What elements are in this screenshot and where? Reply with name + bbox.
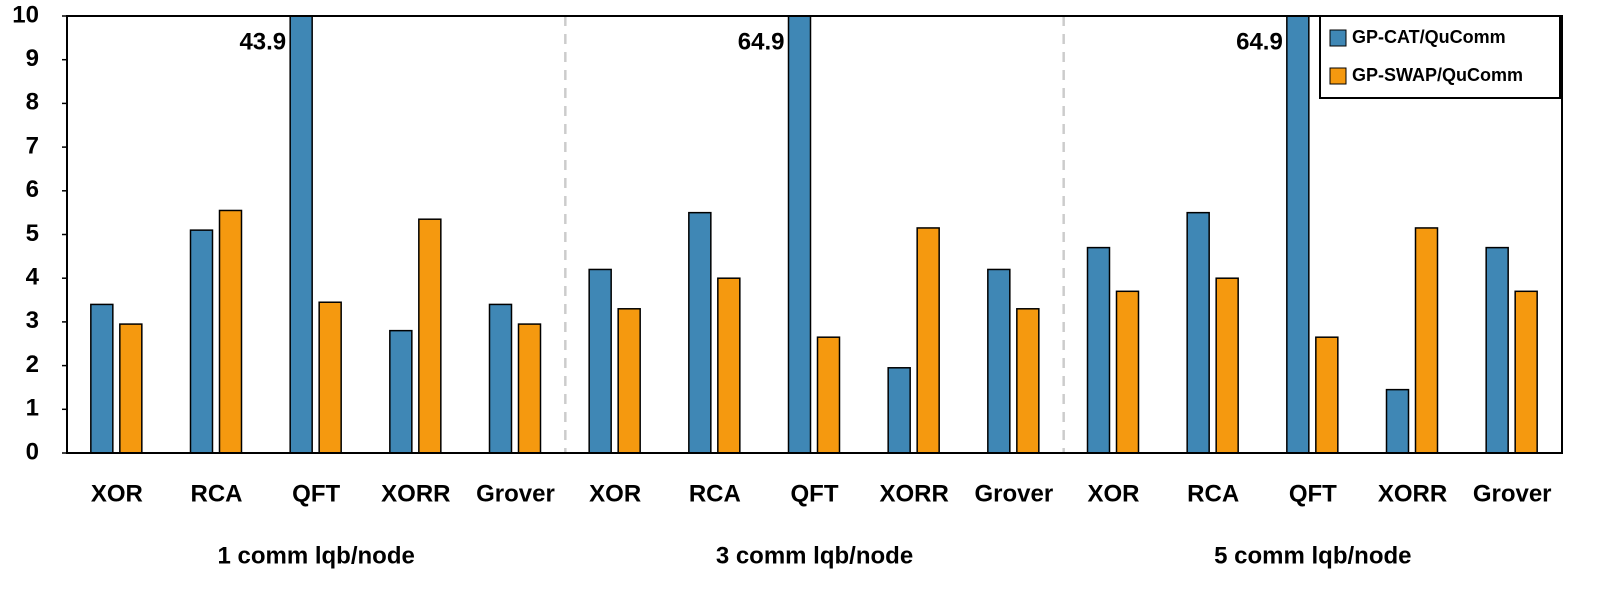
x-tick-label: QFT [791, 480, 839, 507]
bar [289, 16, 313, 453]
bar [617, 308, 641, 453]
x-tick-label: XORR [381, 480, 450, 507]
bar [1286, 16, 1310, 453]
plot-area [90, 16, 1538, 453]
legend: GP-CAT/QuComm GP-SWAP/QuComm [1319, 15, 1561, 99]
y-tick-label: 10 [12, 1, 39, 28]
bar [1514, 290, 1538, 453]
value-label: 43.9 [239, 28, 286, 55]
bar [1086, 246, 1111, 453]
x-tick-label: Grover [974, 480, 1053, 507]
y-tick-label: 9 [26, 45, 39, 72]
bar [1215, 277, 1239, 453]
y-tick-label: 5 [26, 220, 39, 247]
x-tick-label: XORR [879, 480, 948, 507]
bar [90, 303, 114, 453]
x-tick-label: Grover [1473, 480, 1552, 507]
bar [816, 336, 841, 453]
x-tick-label: XORR [1378, 480, 1447, 507]
bar [189, 229, 214, 453]
bar [1315, 336, 1339, 453]
x-tick-label: RCA [1187, 480, 1239, 507]
x-tick-label: QFT [292, 480, 340, 507]
x-tick-label: XOR [589, 480, 641, 507]
x-tick-label: RCA [689, 480, 741, 507]
bar [987, 268, 1011, 453]
legend-swatch [1329, 29, 1347, 47]
bar [119, 323, 143, 453]
y-tick-label: 8 [26, 89, 39, 116]
value-label: 64.9 [1236, 28, 1283, 55]
value-label: 64.9 [738, 28, 785, 55]
x-tick-label: QFT [1289, 480, 1337, 507]
y-tick-label: 2 [26, 351, 39, 378]
group-label: 1 comm lqb/node [217, 542, 414, 569]
y-tick-label: 1 [26, 395, 39, 422]
bar [488, 303, 513, 453]
y-tick-label: 0 [26, 438, 39, 465]
y-tick-label: 3 [26, 307, 39, 334]
bar [218, 209, 243, 453]
bar [517, 323, 542, 453]
bar [1016, 308, 1040, 453]
bar [916, 227, 940, 453]
x-tick-label: XOR [91, 480, 143, 507]
bar [1414, 227, 1439, 453]
plot-frame [66, 15, 1563, 454]
bar [318, 301, 342, 453]
y-tick-label: 7 [26, 132, 39, 159]
group-label: 3 comm lqb/node [716, 542, 913, 569]
bar [688, 211, 712, 453]
bar [389, 329, 413, 453]
bar [588, 268, 612, 453]
y-tick-label: 6 [26, 176, 39, 203]
bar [887, 367, 911, 453]
bar [787, 16, 812, 453]
legend-label: GP-CAT/QuComm [1352, 27, 1506, 47]
x-tick-label: XOR [1087, 480, 1139, 507]
x-tick-label: RCA [191, 480, 243, 507]
y-tick-label: 4 [26, 264, 40, 291]
legend-label: GP-SWAP/QuComm [1352, 65, 1523, 85]
bar [1186, 211, 1210, 453]
group-label: 5 comm lqb/node [1214, 542, 1411, 569]
x-tick-label: Grover [476, 480, 555, 507]
bar [418, 218, 442, 453]
bar [1385, 388, 1410, 453]
legend-box [1319, 15, 1561, 99]
legend-swatch [1329, 67, 1347, 85]
bar [1485, 246, 1509, 453]
bar [717, 277, 741, 453]
bar [1115, 290, 1140, 453]
